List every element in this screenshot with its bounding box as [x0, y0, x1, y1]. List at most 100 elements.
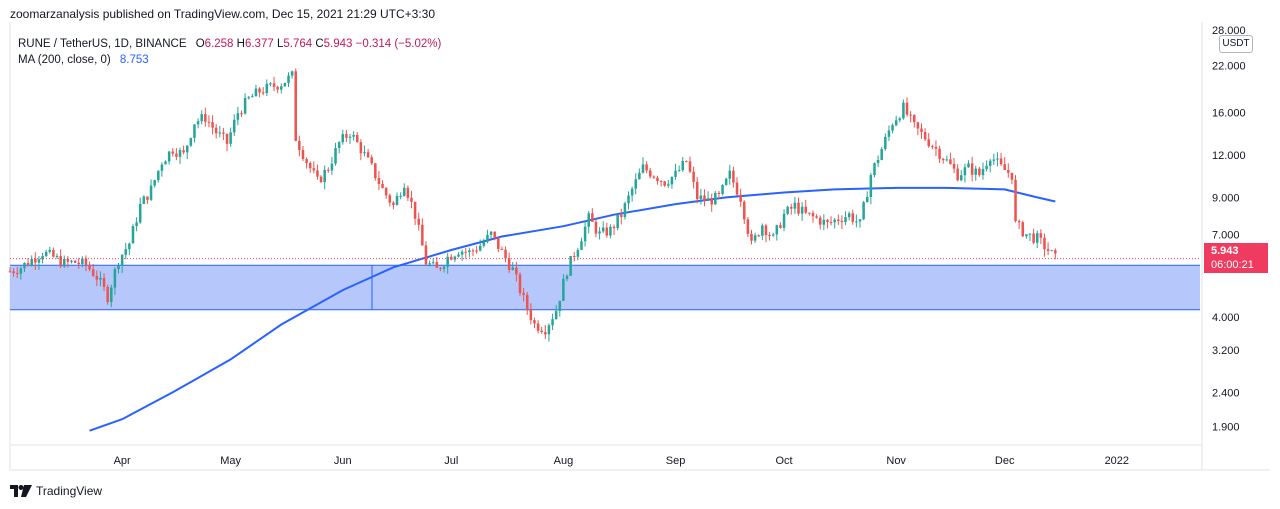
candle	[949, 152, 952, 165]
symbol-label[interactable]: RUNE / TetherUS, 1D, BINANCE	[18, 38, 187, 50]
candle-body	[728, 170, 732, 179]
candle	[638, 168, 641, 180]
candle-body	[355, 134, 359, 143]
candle	[355, 132, 359, 143]
candle-body	[511, 267, 515, 270]
candle-body	[923, 131, 927, 140]
candle-body	[1014, 179, 1017, 222]
candle	[196, 118, 200, 129]
ma-legend-row[interactable]: MA (200, close, 0) 8.753	[18, 52, 441, 68]
candle-body	[569, 256, 572, 276]
candle-body	[117, 265, 120, 270]
candle	[580, 237, 583, 251]
candle-body	[442, 266, 446, 269]
candle-body	[240, 113, 243, 115]
candle	[941, 157, 945, 164]
tradingview-brand[interactable]: TradingView	[10, 484, 102, 498]
candle	[963, 163, 967, 183]
candle	[240, 110, 243, 117]
candle	[992, 153, 996, 166]
time-tick-label: Apr	[114, 455, 131, 467]
candle-body	[1035, 233, 1039, 243]
candle-body	[345, 134, 348, 138]
candle-body	[359, 142, 363, 154]
candle	[1010, 172, 1014, 185]
candle	[674, 163, 677, 180]
candle-body	[688, 161, 692, 172]
candle	[37, 256, 41, 270]
candle-body	[670, 176, 674, 185]
candle	[912, 114, 916, 128]
candle-body	[739, 194, 742, 202]
candle-body	[482, 241, 486, 246]
candle-body	[128, 243, 131, 250]
candle	[714, 190, 717, 205]
candle-body	[818, 217, 822, 225]
candle-body	[153, 180, 156, 186]
candle-body	[710, 198, 713, 205]
candle-body	[113, 269, 117, 288]
candle-body	[667, 184, 670, 186]
candle-body	[327, 169, 330, 171]
candle	[359, 139, 363, 161]
candle	[724, 177, 728, 186]
price-tick-label: 22.000	[1212, 61, 1246, 73]
candle-body	[70, 260, 73, 262]
candle-body	[370, 157, 373, 164]
candle	[280, 83, 283, 94]
candle-body	[623, 203, 627, 217]
candle-body	[392, 202, 395, 205]
candle	[522, 287, 525, 302]
candle-countdown: 06:00:21	[1211, 259, 1254, 271]
candle-body	[808, 212, 811, 214]
time-tick-label: Dec	[995, 455, 1015, 467]
currency-unit-button[interactable]: USDT	[1219, 35, 1253, 53]
price-axis: 28.000 22.000 16.000 12.000 9.000 7.000 4.000 3…	[1212, 25, 1246, 434]
candle	[677, 165, 681, 172]
candle-body	[920, 128, 923, 132]
candle-body	[254, 88, 258, 97]
candle	[562, 274, 565, 301]
brand-name: TradingView	[36, 484, 103, 498]
candle	[399, 192, 402, 200]
candle-body	[460, 251, 464, 255]
candle-body	[826, 219, 829, 223]
candle-body	[699, 195, 703, 200]
candle-body	[236, 113, 240, 120]
candle-body	[363, 152, 366, 154]
candle	[833, 218, 836, 229]
candle	[70, 259, 73, 264]
candle	[384, 186, 388, 199]
time-tick-label: Aug	[554, 455, 574, 467]
candle	[728, 164, 732, 185]
price-tick-label: 7.000	[1212, 229, 1240, 241]
time-tick-label: Nov	[886, 455, 906, 467]
candle-body	[558, 300, 562, 311]
candle	[55, 253, 59, 260]
candle	[876, 155, 880, 168]
candle	[920, 123, 923, 139]
candle-body	[439, 267, 442, 269]
candle	[616, 214, 619, 231]
candle-body	[902, 102, 905, 119]
open-label: O	[195, 38, 205, 50]
candle	[493, 231, 496, 241]
candle	[630, 186, 634, 202]
candle-body	[243, 98, 247, 114]
candle	[1007, 163, 1010, 178]
candle	[612, 224, 616, 236]
candle-body	[945, 159, 949, 161]
candle-body	[790, 206, 793, 209]
candle	[840, 215, 844, 230]
candle-body	[840, 220, 844, 223]
candle	[952, 158, 956, 174]
candle	[771, 232, 775, 237]
candle	[88, 261, 91, 272]
candle-body	[598, 231, 601, 234]
candle	[750, 229, 753, 245]
support-zone-rect	[10, 265, 1200, 310]
candle	[1003, 157, 1006, 171]
candle	[66, 256, 70, 268]
candle-body	[413, 201, 417, 219]
